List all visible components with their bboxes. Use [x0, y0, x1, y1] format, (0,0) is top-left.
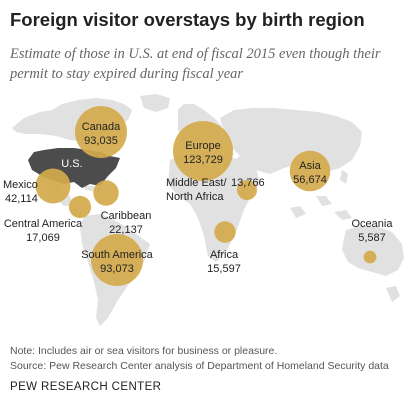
land-shape — [236, 156, 250, 176]
bubble — [68, 195, 92, 219]
region-value: 15,597 — [207, 263, 241, 275]
chart-note: Note: Includes air or sea visitors for b… — [10, 345, 278, 357]
bubble-layer — [35, 106, 377, 286]
land-shape — [340, 170, 348, 184]
region-value: 5,587 — [358, 232, 386, 244]
bubble — [173, 121, 233, 181]
bubble — [214, 221, 236, 243]
region-value: 93,035 — [84, 135, 118, 147]
region-value: 93,073 — [100, 263, 134, 275]
region-value: 123,729 — [183, 154, 223, 166]
region-name: Africa — [210, 249, 239, 261]
region-name: Mexico — [3, 179, 38, 191]
region-name: North Africa — [166, 191, 224, 203]
chart-title: Foreign visitor overstays by birth regio… — [10, 9, 365, 30]
land-shape — [316, 196, 332, 206]
land-shape — [220, 108, 362, 174]
region-value: 13,766 — [231, 177, 265, 189]
bubble — [93, 180, 119, 206]
region-value: 22,137 — [109, 224, 143, 236]
region-name: Oceania — [352, 218, 394, 230]
region-value: 42,114 — [5, 193, 38, 205]
region-value: 17,069 — [26, 232, 60, 244]
bubble — [35, 168, 71, 204]
bubble — [363, 250, 377, 264]
region-name: Central America — [4, 218, 83, 230]
land-shape — [168, 152, 260, 262]
region-name: South America — [81, 249, 153, 261]
region-name: Europe — [185, 140, 220, 152]
org-name: PEW RESEARCH CENTER — [10, 381, 162, 393]
label-layer: Canada 93,035 Europe 123,729 Asia 56,674 Mexic… — [3, 121, 393, 275]
chart-subtitle: Estimate of those in U.S. at end of fisc… — [10, 46, 381, 82]
bubble — [91, 234, 143, 286]
region-name: Asia — [299, 160, 321, 172]
us-label: U.S. — [61, 158, 82, 170]
chart-source: Source: Pew Research Center analysis of … — [10, 360, 389, 372]
region-name: Middle East/ — [166, 177, 227, 189]
bubble — [75, 106, 127, 158]
bubble — [289, 150, 331, 192]
land-shape — [334, 210, 352, 220]
region-name: Caribbean — [101, 210, 152, 222]
land-shape — [140, 94, 170, 112]
land-shape — [386, 286, 400, 302]
land-shape — [342, 226, 404, 276]
land-shape — [290, 206, 306, 218]
region-name: Canada — [82, 121, 121, 133]
region-value: 56,674 — [293, 174, 327, 186]
bubble — [237, 180, 257, 200]
